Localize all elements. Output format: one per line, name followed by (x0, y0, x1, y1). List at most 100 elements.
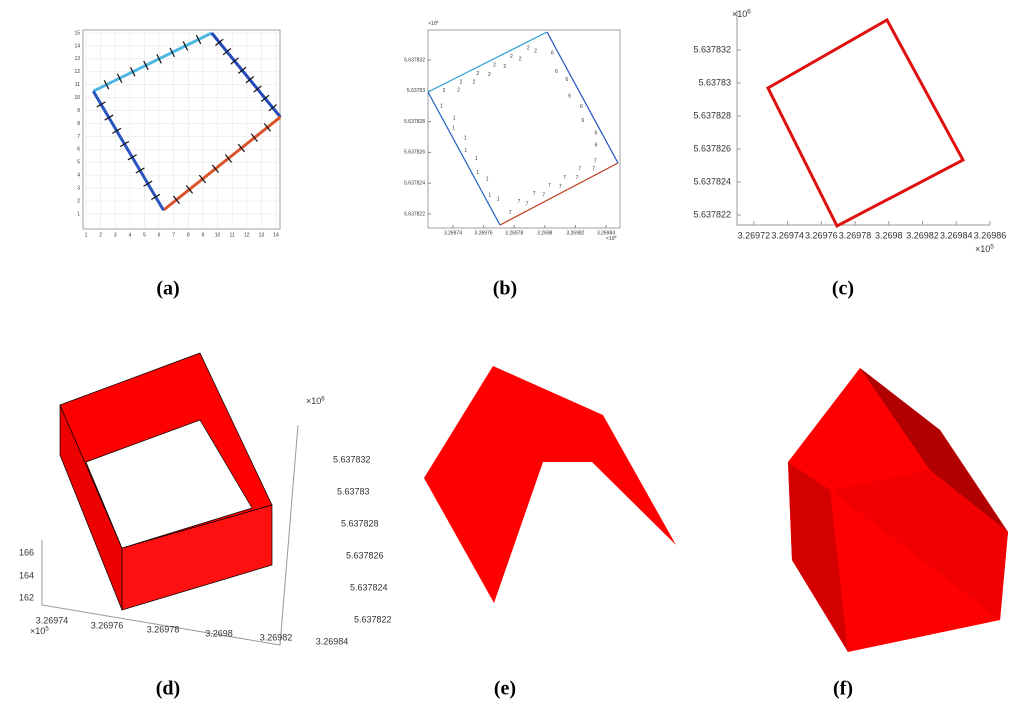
exponent-power: 6 (747, 8, 751, 15)
point-label: 2 (476, 71, 479, 77)
x-tick-label: 3.26978 (505, 230, 523, 236)
x-tick-label: 3.26982 (260, 632, 293, 642)
point-label: 2 (503, 64, 506, 70)
x-tick-label: 3.26976 (475, 230, 493, 236)
y-tick-label: 11 (75, 82, 80, 88)
y-tick-label: 13 (74, 56, 80, 62)
y-tick-label: 5.637832 (333, 454, 371, 464)
y-tick-label: 9 (77, 108, 80, 114)
point-label: 6 (565, 77, 568, 83)
x-tick-label: 3.26978 (147, 624, 180, 634)
point-label: 2 (510, 54, 513, 60)
x-tick-label: 4 (128, 232, 131, 238)
y-tick-label: 5.637832 (404, 57, 425, 63)
x-tick-label: 9 (202, 232, 205, 238)
y-tick-label: 5.637824 (693, 176, 731, 186)
x-tick-label: 12 (244, 232, 250, 238)
caption: (e) (494, 678, 516, 700)
exponent-power: 5 (990, 243, 994, 250)
y-tick-label: 1 (77, 211, 80, 217)
point-label: 7 (576, 175, 579, 181)
x-tick-label: 14 (273, 232, 279, 238)
y-tick-label: 5 (77, 160, 80, 166)
x-tick-label: 5 (143, 232, 146, 238)
exponent-label: ×106 (306, 395, 325, 406)
y-tick-label: 3 (77, 185, 80, 191)
point-label: 6 (551, 50, 554, 56)
point-label: 1 (464, 148, 467, 154)
panel-b-frame (428, 30, 620, 228)
point-label: 7 (559, 184, 562, 190)
x-tick-label: 3.26982 (566, 230, 584, 236)
point-label: 2 (443, 88, 446, 94)
exponent-label: ×105 (606, 235, 616, 242)
caption: (d) (156, 678, 180, 700)
x-tick-label: 3.26986 (974, 230, 1007, 240)
y-tick-label: 5.637822 (404, 211, 425, 217)
z-tick-label: 166 (19, 547, 34, 557)
point-label: 2 (457, 87, 460, 93)
exponent-base: ×10 (606, 236, 615, 242)
point-label: 2 (473, 80, 476, 86)
y-tick-label: 5.637826 (693, 143, 731, 153)
point-label: 7 (592, 166, 595, 172)
y-tick-label: 7 (77, 134, 80, 140)
point-label: 6 (594, 131, 597, 137)
exponent-base: ×10 (306, 396, 321, 406)
point-label: 7 (542, 193, 545, 199)
y-tick-label: 5.637822 (693, 209, 731, 219)
y-tick-label: 5.63783 (698, 77, 731, 87)
point-label: 2 (534, 49, 537, 55)
exponent-base: ×10 (428, 21, 437, 27)
point-label: 6 (582, 118, 585, 124)
x-tick-label: 7 (172, 232, 175, 238)
page: (a) (b) (c) (d) (e) (f) 1234567891011121… (0, 0, 1011, 704)
exponent-power: 5 (45, 625, 49, 632)
point-label: 1 (486, 176, 489, 182)
point-label: 1 (452, 126, 455, 132)
caption: (b) (493, 278, 517, 300)
y-tick-label: 14 (74, 43, 80, 49)
x-tick-label: 2 (99, 232, 102, 238)
point-label: 2 (519, 56, 522, 62)
x-tick-label: 3.26976 (805, 230, 838, 240)
point-label: 6 (555, 69, 558, 75)
exponent-power: 5 (614, 235, 616, 239)
y-tick-label: 10 (74, 95, 80, 101)
x-tick-label: 6 (158, 232, 161, 238)
y-tick-label: 2 (77, 198, 80, 204)
y-tick-label: 6 (77, 147, 80, 153)
panel-f-shape (788, 368, 1008, 652)
y-tick-label: 5.637828 (693, 110, 731, 120)
y-tick-label: 5.637826 (346, 550, 384, 560)
point-label: 1 (440, 103, 443, 109)
z-tick-label: 164 (19, 570, 34, 580)
point-label: 2 (493, 62, 496, 68)
y-tick-label: 5.637824 (404, 181, 425, 187)
y-tick-label: 5.637822 (354, 614, 392, 624)
exponent-base: ×10 (732, 9, 747, 19)
point-label: 2 (488, 72, 491, 78)
exponent-power: 6 (321, 395, 325, 402)
y-tick-label: 15 (74, 30, 80, 36)
caption: (c) (832, 278, 854, 300)
exponent-base: ×10 (975, 244, 990, 254)
x-tick-label: 3.26974 (444, 230, 462, 236)
x-tick-label: 1 (85, 232, 88, 238)
x-tick-label: 3.26978 (839, 230, 872, 240)
panel-c-outline (768, 20, 963, 226)
x-tick-label: 8 (187, 232, 190, 238)
exponent-label: ×106 (428, 20, 438, 27)
x-tick-label: 3.26974 (36, 615, 69, 625)
exponent-label: ×105 (30, 625, 49, 636)
x-tick-label: 3.26984 (316, 636, 349, 646)
panel-e-shape (424, 366, 676, 603)
x-tick-label: 3.2698 (205, 628, 233, 638)
exponent-label: ×106 (732, 8, 751, 19)
y-tick-label: 5.637824 (350, 582, 388, 592)
x-tick-label: 10 (215, 232, 221, 238)
x-tick-label: 11 (230, 232, 235, 238)
point-label: 7 (563, 175, 566, 181)
point-label: 6 (580, 104, 583, 110)
panel-d-box (60, 353, 272, 610)
